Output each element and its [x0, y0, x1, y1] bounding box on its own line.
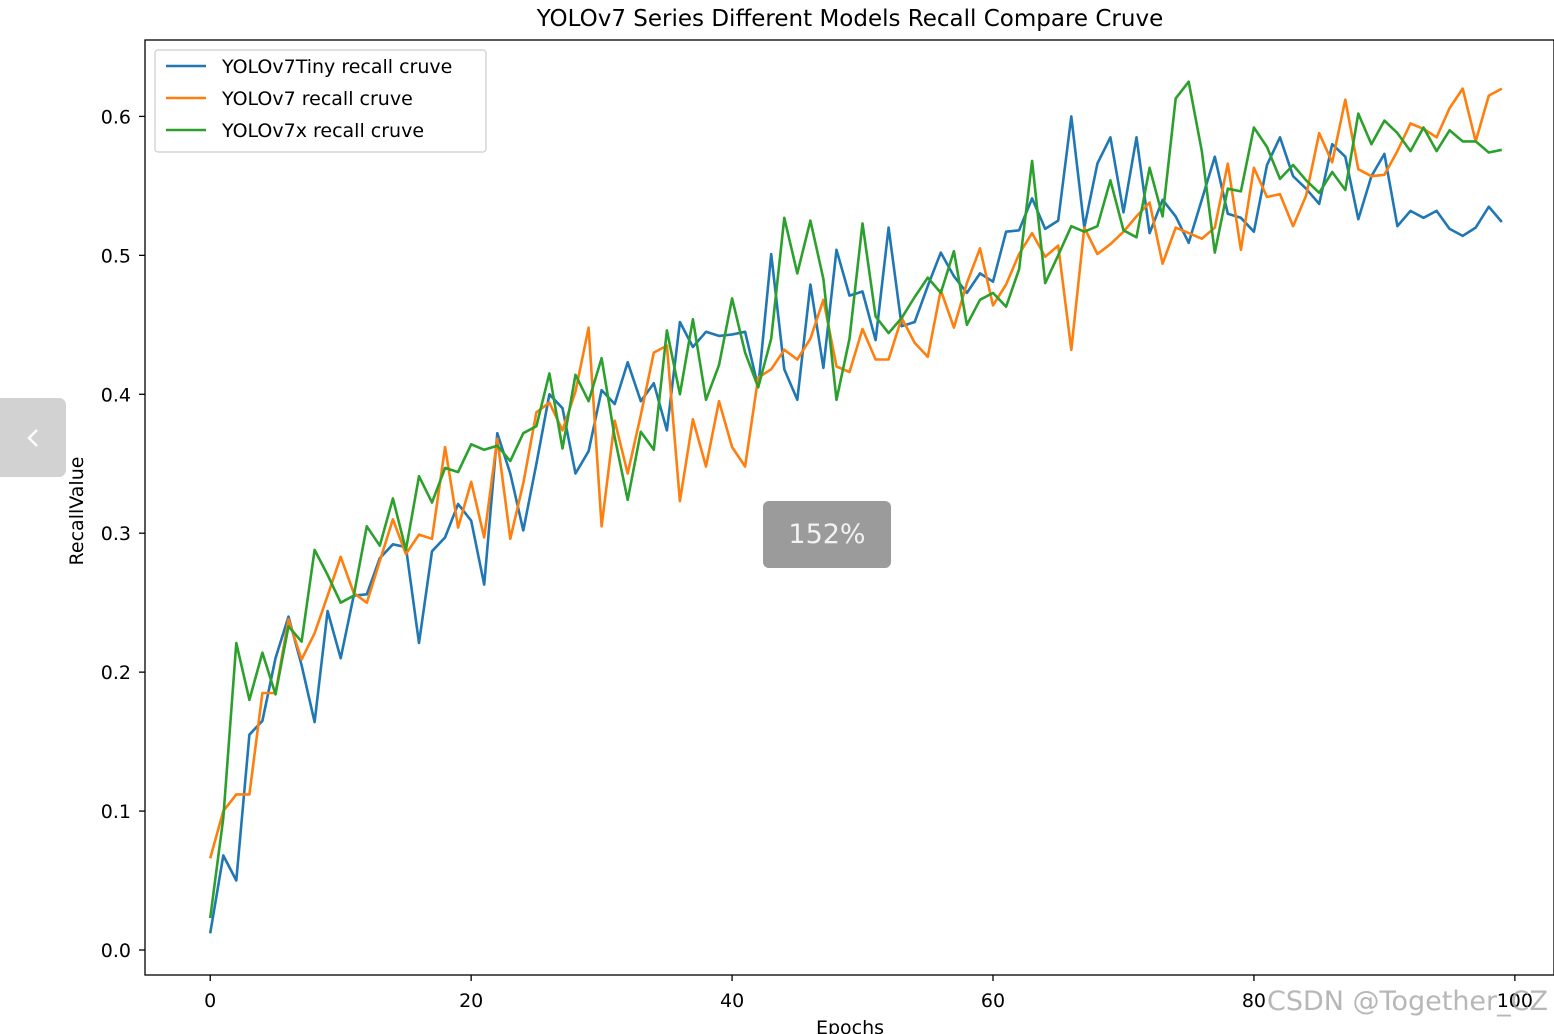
- y-tick-label: 0.5: [101, 245, 131, 267]
- previous-image-button[interactable]: [0, 398, 66, 477]
- chevron-left-icon: [27, 428, 38, 447]
- plot-area: [208, 80, 1503, 934]
- x-tick-label: 60: [981, 990, 1005, 1012]
- legend-box: [154, 49, 487, 153]
- x-tick-label: 100: [1497, 990, 1533, 1012]
- plot-frame: [144, 39, 1554, 976]
- y-tick-label: 0.0: [101, 940, 131, 962]
- series-line-1: [208, 87, 1503, 859]
- series-line-0: [208, 115, 1503, 934]
- x-tick-label: 80: [1242, 990, 1266, 1012]
- y-tick-label: 0.6: [101, 106, 131, 128]
- x-axis-label: Epochs: [816, 1017, 884, 1034]
- y-tick-label: 0.4: [101, 384, 131, 406]
- y-axis-label: RecallValue: [66, 457, 88, 566]
- x-tick-label: 0: [204, 990, 216, 1012]
- x-tick-label: 20: [459, 990, 483, 1012]
- y-tick-label: 0.1: [101, 801, 131, 823]
- legend-label: YOLOv7 recall cruve: [221, 88, 413, 110]
- y-tick-label: 0.3: [101, 523, 131, 545]
- zoom-level-badge: 152%: [763, 501, 891, 568]
- watermark-text: CSDN @Together_CZ: [1267, 986, 1548, 1017]
- legend: YOLOv7Tiny recall cruve YOLOv7 recall cru…: [154, 49, 487, 153]
- x-tick-label: 40: [720, 990, 744, 1012]
- series-line-2: [208, 80, 1503, 919]
- y-tick-label: 0.2: [101, 662, 131, 684]
- legend-label: YOLOv7x recall cruve: [221, 120, 424, 142]
- legend-label: YOLOv7Tiny recall cruve: [221, 56, 452, 78]
- axes: 0 20 40 60 80 100 0.0 0.1 0.2 0.3 0.4 0.5 0.6: [101, 39, 1554, 1012]
- chart-title: YOLOv7 Series Different Models Recall Co…: [536, 6, 1163, 32]
